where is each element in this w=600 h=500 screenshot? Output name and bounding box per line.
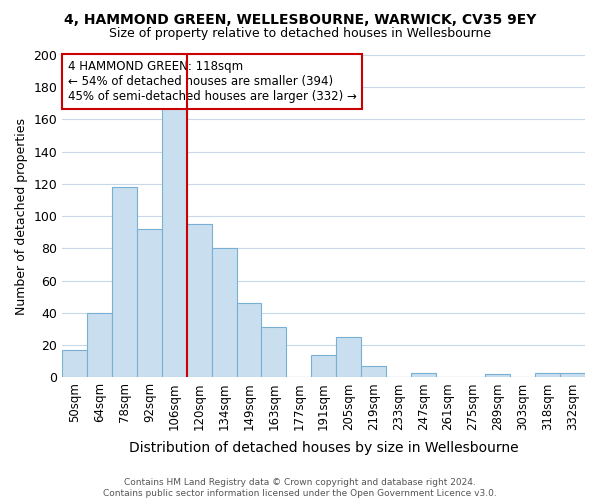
Bar (411, 372, 436, 378)
Y-axis label: Number of detached properties: Number of detached properties (15, 118, 28, 314)
Bar (87, 313, 112, 378)
Bar (112, 187, 137, 378)
Bar (336, 337, 361, 378)
Bar (137, 229, 162, 378)
Bar (311, 355, 336, 378)
Bar (485, 374, 511, 378)
Bar (361, 366, 386, 378)
Text: Size of property relative to detached houses in Wellesbourne: Size of property relative to detached ho… (109, 28, 491, 40)
Text: 4, HAMMOND GREEN, WELLESBOURNE, WARWICK, CV35 9EY: 4, HAMMOND GREEN, WELLESBOURNE, WARWICK,… (64, 12, 536, 26)
Bar (62, 350, 87, 378)
Bar (162, 108, 187, 378)
Bar (236, 304, 262, 378)
Bar (560, 372, 585, 378)
Bar (262, 328, 286, 378)
X-axis label: Distribution of detached houses by size in Wellesbourne: Distribution of detached houses by size … (129, 441, 518, 455)
Bar (212, 248, 236, 378)
Bar (535, 372, 560, 378)
Text: Contains HM Land Registry data © Crown copyright and database right 2024.
Contai: Contains HM Land Registry data © Crown c… (103, 478, 497, 498)
Bar (187, 224, 212, 378)
Text: 4 HAMMOND GREEN: 118sqm
← 54% of detached houses are smaller (394)
45% of semi-d: 4 HAMMOND GREEN: 118sqm ← 54% of detache… (68, 60, 356, 103)
